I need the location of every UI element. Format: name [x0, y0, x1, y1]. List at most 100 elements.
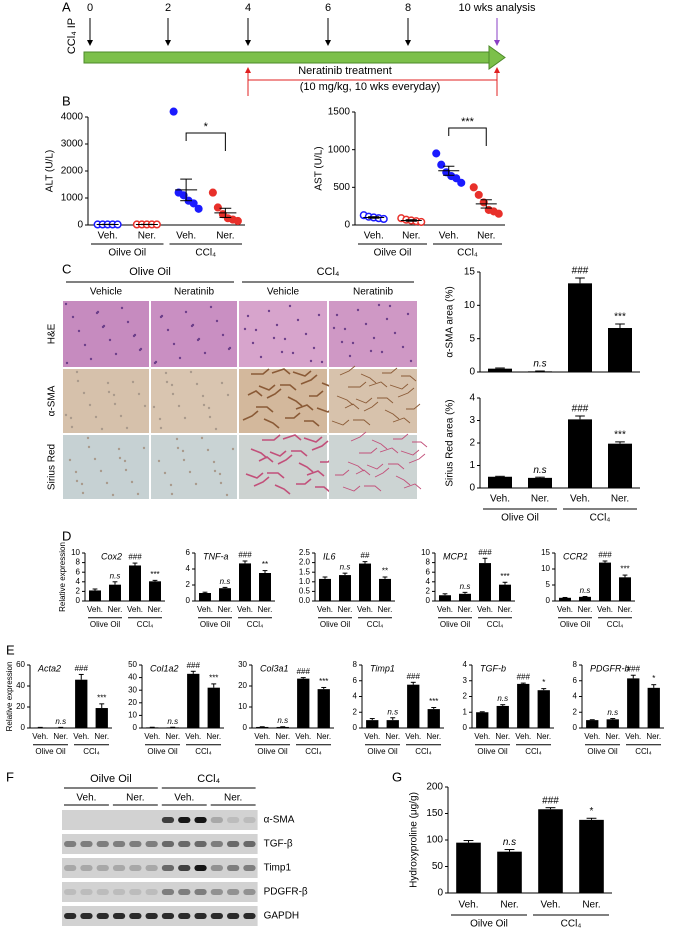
y-tick-label: 200: [426, 782, 443, 793]
group-label: Olive Oil: [257, 747, 287, 756]
histology-image: [329, 301, 417, 367]
y-tick-label: 0.5: [299, 587, 311, 596]
group-label: Olive Oil: [200, 620, 230, 629]
fiber: [350, 431, 367, 442]
x-tick-label: Ner.: [218, 605, 233, 614]
histology-image: [151, 369, 237, 433]
bar: [256, 726, 269, 728]
y-tick-label: 2: [573, 707, 578, 716]
fiber: [377, 397, 394, 404]
bar: [496, 705, 509, 728]
data-point: [213, 203, 222, 212]
fiber: [359, 447, 378, 454]
panel-label: E: [6, 642, 15, 657]
group-label: Olive Oil: [35, 747, 65, 756]
chart-title: CCR2: [563, 551, 588, 561]
bar: [317, 689, 330, 728]
cell: [254, 328, 258, 332]
fiber: [298, 462, 314, 473]
y-axis-label: Relative expression: [58, 542, 67, 612]
x-tick-label: Veh.: [597, 605, 613, 614]
group-label: CCl₄: [195, 747, 212, 756]
cell: [94, 415, 98, 419]
bar: [297, 678, 310, 728]
cell: [81, 491, 85, 495]
cell: [133, 333, 137, 337]
fiber: [253, 476, 270, 487]
data-point: [417, 217, 426, 227]
fiber: [406, 403, 421, 410]
y-tick-label: 30: [128, 685, 137, 694]
cell: [102, 324, 106, 328]
cell: [126, 320, 130, 324]
bar: [599, 562, 611, 601]
y-tick-label: 5: [469, 333, 475, 344]
y-tick-label: 0: [243, 723, 248, 732]
y-tick-label: 0: [426, 596, 431, 605]
fiber: [251, 368, 270, 375]
histology-image: [63, 435, 149, 499]
cell: [86, 436, 90, 440]
cell: [124, 468, 128, 472]
y-tick-label: 4: [469, 393, 475, 404]
cell: [170, 383, 174, 387]
cell: [164, 371, 168, 375]
cell: [176, 446, 180, 450]
y-tick-label: 4: [573, 692, 578, 701]
timeline-head: [488, 45, 506, 70]
blot-band: [161, 865, 175, 871]
cell: [163, 471, 167, 475]
cell: [356, 308, 360, 312]
cell: [68, 458, 72, 462]
cell: [369, 349, 373, 353]
blot-band: [243, 865, 256, 871]
y-axis-label: α-SMA area (%): [445, 286, 456, 357]
x-tick-label: Veh.: [73, 732, 89, 741]
chart-title: TNF-a: [203, 551, 229, 561]
y-tick-label: 4: [186, 564, 191, 573]
blot-band: [112, 865, 126, 871]
fiber: [401, 375, 417, 382]
x-tick-label: Ner.: [385, 732, 400, 741]
cell: [114, 352, 118, 356]
fiber: [309, 390, 324, 397]
fiber: [384, 409, 400, 420]
protein-label: TGF-β: [264, 839, 293, 850]
blot-band: [178, 889, 191, 895]
cell: [197, 337, 201, 341]
fiber: [245, 472, 264, 479]
blot-band: [145, 865, 158, 871]
y-tick-label: 30: [238, 660, 247, 669]
data-point: [169, 107, 178, 116]
fiber: [311, 440, 329, 451]
fiber: [267, 472, 285, 479]
blot-band: [161, 913, 175, 919]
group-label: Olive Oil: [587, 747, 617, 756]
fiber: [388, 463, 405, 470]
bar: [579, 596, 591, 601]
cell: [119, 414, 123, 418]
significance-label: ***: [620, 565, 629, 574]
panel-label: G: [392, 769, 402, 784]
fiber: [304, 420, 320, 427]
bar: [379, 578, 391, 601]
x-tick-label: Veh.: [557, 605, 573, 614]
significance-label: n.s: [55, 717, 66, 726]
histology-image: [63, 301, 149, 367]
fiber: [342, 485, 361, 492]
cell: [309, 359, 313, 363]
x-tick-label: Veh.: [32, 732, 48, 741]
blot-band: [227, 817, 240, 823]
chart-title: TGF-b: [480, 663, 506, 673]
y-tick-label: 0: [469, 483, 475, 494]
y-tick-label: 10: [238, 702, 247, 711]
blot-band: [210, 817, 223, 823]
cell: [89, 357, 93, 361]
significance-label: ***: [97, 693, 106, 702]
y-tick-label: 1000: [328, 144, 351, 155]
fiber: [355, 397, 373, 404]
y-tick-label: 3: [463, 676, 468, 685]
bar: [459, 593, 471, 601]
group-label: CCl₄: [317, 266, 340, 278]
bar: [199, 593, 211, 601]
